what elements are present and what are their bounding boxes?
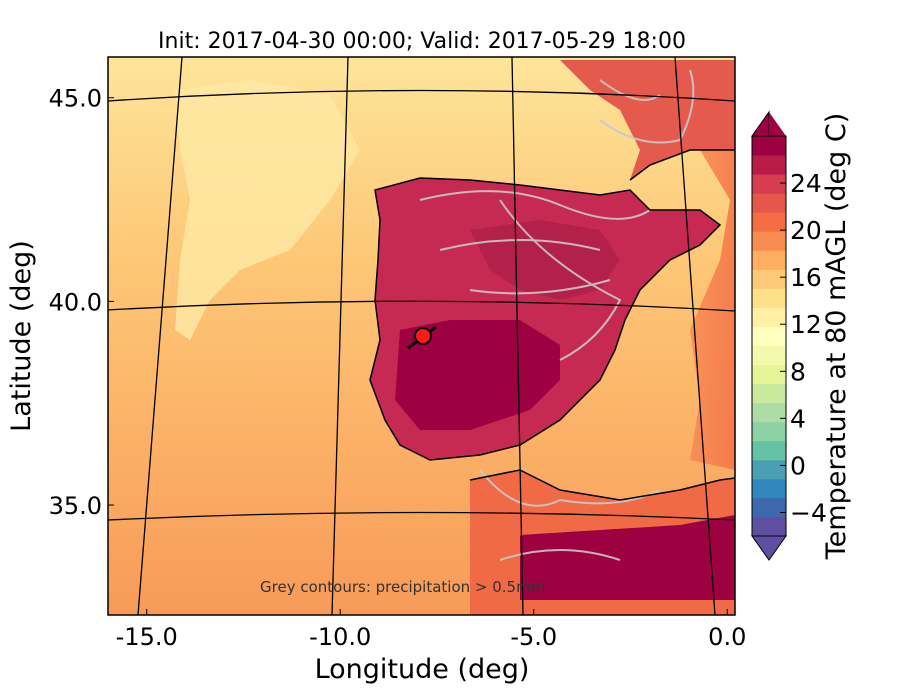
- x-tick-label: -5.0: [510, 623, 557, 651]
- y-axis-ticks: 45.0 40.0 35.0: [49, 85, 114, 520]
- map-plot-area: Grey contours: precipitation > 0.5mm: [108, 57, 735, 615]
- x-tick-label: 0.0: [708, 623, 746, 651]
- colorbar-tick-label: 8: [790, 357, 806, 386]
- precip-annotation: Grey contours: precipitation > 0.5mm: [260, 578, 545, 596]
- colorbar-bands: [752, 136, 786, 537]
- colorbar-band: [752, 345, 786, 366]
- colorbar-tick-label: 16: [790, 263, 822, 292]
- colorbar-band: [752, 440, 786, 461]
- colorbar-label: Temperature at 80 mAGL (deg C): [821, 113, 852, 561]
- site-marker: [407, 325, 437, 350]
- y-tick-label: 40.0: [49, 288, 102, 316]
- colorbar-band: [752, 174, 786, 194]
- colorbar-band: [752, 212, 786, 232]
- warm-east-waters: [580, 60, 735, 470]
- graticule: [108, 57, 735, 615]
- precip-contours: [419, 69, 695, 561]
- colorbar-band: [752, 193, 786, 213]
- parallel-40: [108, 300, 735, 312]
- colorbar-band: [752, 136, 786, 156]
- colorbar-extend-bottom: [751, 535, 787, 561]
- x-axis-ticks: -15.0 -10.0 -5.0 0.0: [116, 609, 746, 651]
- colorbar-tick-label: −4: [790, 498, 827, 527]
- colorbar-band: [752, 402, 786, 423]
- meridian-0: [674, 57, 716, 615]
- colorbar-band: [752, 155, 786, 175]
- colorbar-tick-label: 20: [790, 216, 822, 245]
- colorbar-tick-label: 0: [790, 451, 806, 480]
- colorbar-band: [752, 459, 786, 480]
- colorbar-band: [752, 516, 786, 537]
- parallel-45: [108, 89, 735, 102]
- y-tick-label: 45.0: [49, 85, 102, 113]
- meridian-minus-5: [511, 57, 524, 615]
- colorbar-band: [752, 421, 786, 442]
- colorbar-band: [752, 383, 786, 404]
- y-tick-label: 35.0: [49, 492, 102, 520]
- colorbar-band: [752, 288, 786, 308]
- colorbar-band: [752, 307, 786, 327]
- x-tick-label: -10.0: [309, 623, 371, 651]
- colorbar-extend-top: [751, 110, 770, 137]
- x-tick-label: -15.0: [116, 623, 178, 651]
- colorbar-band: [752, 497, 786, 518]
- y-axis-label: Latitude (deg): [6, 240, 37, 432]
- parallel-35: [108, 511, 735, 521]
- colorbar-tick-label: 12: [790, 310, 822, 339]
- colorbar-band: [752, 250, 786, 270]
- chart-title: Init: 2017-04-30 00:00; Valid: 2017-05-2…: [158, 29, 686, 54]
- colorbar-band: [752, 364, 786, 385]
- colorbar-band: [752, 269, 786, 289]
- colorbar-tick-label: 4: [790, 404, 806, 433]
- north-africa-hot: [520, 515, 735, 600]
- colorbar-extend-top-right: [769, 112, 786, 136]
- colorbar-band: [752, 478, 786, 499]
- colorbar-band: [752, 326, 786, 347]
- meridian-minus-10: [331, 57, 349, 615]
- meridian-minus-15: [137, 57, 183, 615]
- colorbar-band: [752, 231, 786, 251]
- colorbar-ticks: −4 0 4 8 12 16 20 24: [780, 169, 827, 527]
- cool-ocean-plume: [175, 80, 360, 340]
- x-axis-label: Longitude (deg): [315, 654, 530, 685]
- colorbar: −4 0 4 8 12 16 20 24: [751, 110, 827, 561]
- plot-frame: [107, 56, 736, 616]
- colorbar-tick-label: 24: [790, 169, 822, 198]
